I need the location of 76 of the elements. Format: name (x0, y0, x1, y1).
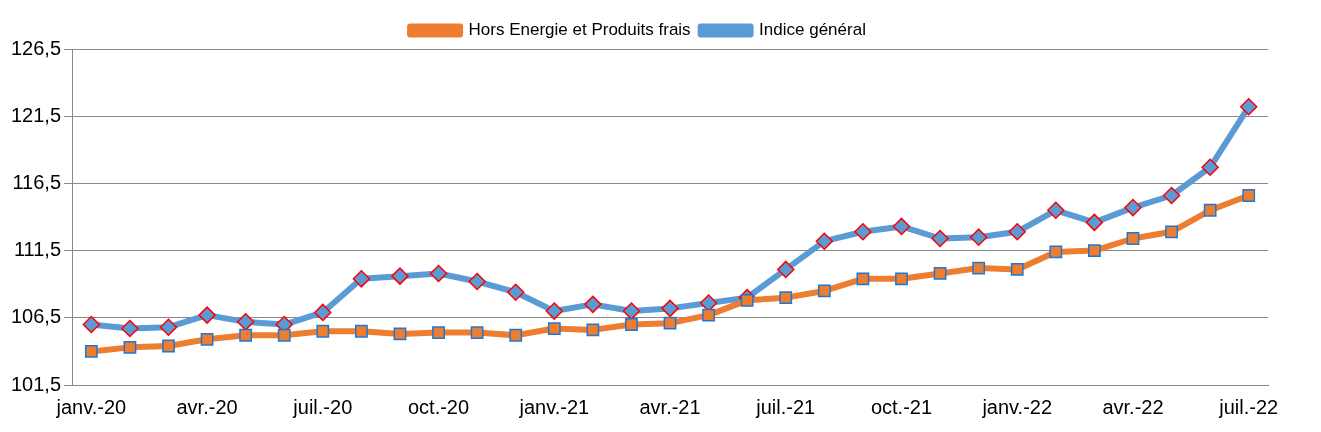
point (316, 324, 330, 338)
point (1087, 244, 1101, 258)
point (1049, 245, 1063, 259)
point (972, 261, 986, 275)
point (277, 328, 291, 342)
point (1126, 232, 1140, 245)
point (162, 339, 175, 353)
point (391, 267, 409, 285)
point (892, 217, 911, 236)
y-tick-label: 116,5 (12, 170, 62, 193)
legend-label: Indice général (759, 20, 866, 40)
point (354, 324, 368, 338)
x-tick-label: janv.-22 (981, 395, 1053, 418)
point (547, 322, 561, 335)
point (663, 316, 677, 330)
point (1203, 203, 1217, 217)
point (432, 326, 445, 339)
x-tick-label: avr.-22 (1102, 395, 1164, 418)
point (1165, 225, 1178, 239)
point (429, 264, 448, 283)
point (1162, 186, 1181, 205)
point (121, 319, 139, 338)
point (817, 284, 831, 298)
y-tick-label: 121,5 (10, 103, 62, 126)
point (625, 318, 638, 331)
point (545, 302, 564, 320)
point (314, 303, 332, 322)
point (123, 340, 137, 354)
point (1242, 189, 1256, 202)
point (931, 229, 949, 248)
point (584, 295, 602, 314)
y-tick-label: 106,5 (10, 305, 62, 328)
point (352, 270, 371, 288)
point (969, 228, 988, 246)
point (468, 272, 486, 291)
point (1047, 201, 1065, 220)
point (779, 291, 793, 305)
legend-label: Hors Energie et Produits frais (468, 20, 691, 40)
x-tick-label: avr.-20 (176, 395, 238, 418)
point (661, 299, 679, 318)
point (1008, 223, 1026, 241)
point (1010, 263, 1024, 276)
x-tick-label: janv.-20 (55, 395, 127, 418)
point (509, 328, 523, 342)
point (84, 344, 98, 358)
x-tick-label: oct.-20 (407, 395, 470, 418)
point (895, 272, 908, 286)
point (622, 302, 641, 320)
y-tick-label: 111,5 (13, 238, 62, 261)
point (933, 267, 947, 280)
point (777, 260, 795, 279)
point (239, 328, 253, 342)
y-tick-label: 101,5 (10, 372, 62, 395)
y-tick-label: 126,5 (10, 36, 62, 59)
point (856, 272, 870, 286)
point (1201, 158, 1219, 177)
point (702, 308, 716, 322)
point (1124, 198, 1142, 217)
point (1239, 98, 1258, 116)
point (200, 332, 214, 346)
x-tick-label: avr.-21 (639, 395, 701, 418)
point (159, 318, 178, 336)
point (854, 223, 872, 241)
point (236, 313, 255, 331)
x-tick-label: juil.-20 (292, 395, 353, 418)
x-tick-label: juil.-22 (1218, 395, 1279, 418)
point (470, 326, 484, 339)
point (815, 232, 834, 250)
x-tick-label: oct.-21 (870, 395, 933, 418)
point (198, 306, 216, 324)
point (1085, 213, 1104, 232)
x-tick-label: janv.-21 (518, 395, 590, 418)
point (82, 315, 101, 334)
point (506, 283, 525, 302)
x-tick-label: juil.-21 (755, 395, 816, 418)
point (586, 323, 600, 337)
